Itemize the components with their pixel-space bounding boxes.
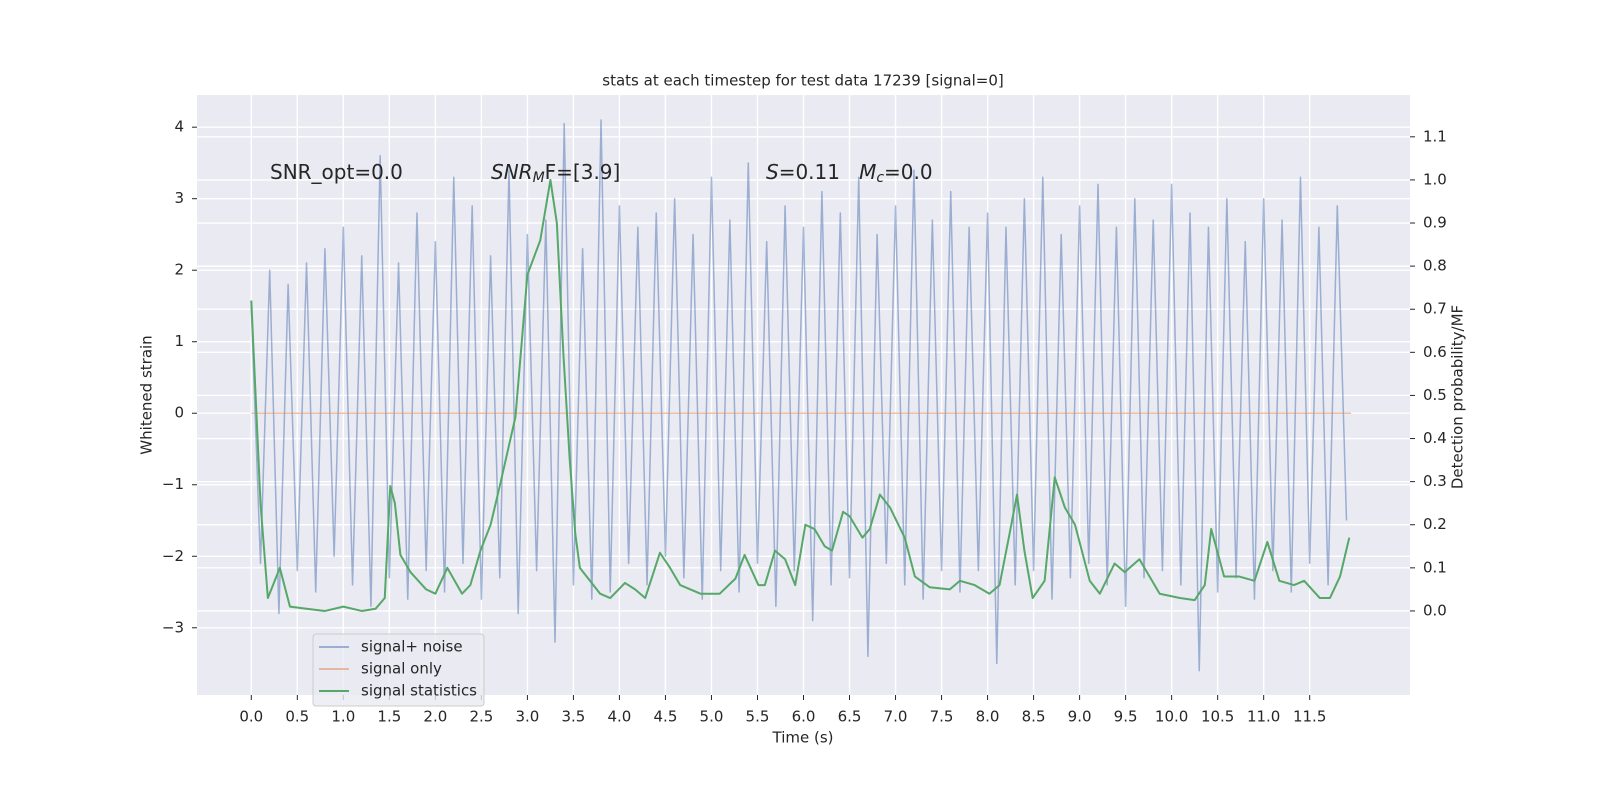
x-tick-label: 5.0 [700,708,724,726]
annotation-part: M [859,160,876,184]
annotation-part: S [766,160,779,184]
x-tick-label: 4.0 [608,708,632,726]
x-tick-label: 1.5 [377,708,401,726]
x-tick-label: 3.5 [561,708,585,726]
annotation: SNR_opt=0.0 [270,160,403,184]
y2-tick-label: 1.1 [1423,127,1447,145]
legend-label: signal+ noise [361,638,463,656]
y2-tick-label: 0.0 [1423,601,1447,619]
legend-label: signal only [361,660,442,678]
x-tick-label: 6.5 [838,708,862,726]
x-tick-label: 5.5 [746,708,770,726]
x-tick-label: 10.0 [1155,708,1188,726]
annotation-part: SNR_opt=0.0 [270,160,403,184]
y-tick-label: 2 [174,261,184,279]
y-tick-label: 0 [174,404,184,422]
x-tick-label: 10.5 [1201,708,1234,726]
chart-title: stats at each timestep for test data 172… [602,72,1003,90]
y-tick-label: 1 [174,332,184,350]
legend: signal+ noise signal only signal statistic… [312,633,485,707]
legend-box [312,633,485,707]
y2-tick-label: 1.0 [1423,170,1447,188]
y-tick-label: 3 [174,189,184,207]
annotation: SNRMF=[3.9] [491,160,620,187]
annotation-part: =0.0 [884,160,933,184]
annotation-part: M [533,170,545,186]
x-tick-label: 4.5 [654,708,678,726]
y2-tick-label: 0.6 [1423,343,1447,361]
y2-tick-label: 0.4 [1423,429,1447,447]
x-tick-label: 8.0 [976,708,1000,726]
y2-tick-label: 0.9 [1423,214,1447,232]
y-tick-label: 4 [174,118,184,136]
y2-tick-label: 0.2 [1423,515,1447,533]
y-axis-label: Whitened strain [138,335,156,454]
x-tick-label: 7.0 [884,708,908,726]
annotation-part: F=[3.9] [545,160,621,184]
y2-axis-label: Detection probability/MF [1449,305,1467,489]
y2-tick-label: 0.3 [1423,472,1447,490]
annotation-part: =0.11 [779,160,859,184]
x-tick-label: 9.0 [1068,708,1092,726]
legend-label: signal statistics [361,682,477,700]
series-line [250,119,1348,672]
annotation-part: SNR [491,160,533,184]
annotation: S=0.11 Mc=0.0 [766,160,933,187]
x-tick-label: 3.0 [515,708,539,726]
x-tick-label: 0.5 [285,708,309,726]
marks [250,119,1352,672]
y-tick-label: −3 [162,618,184,636]
y2-tick-label: 0.8 [1423,257,1447,275]
x-tick-label: 2.5 [469,708,493,726]
y2-tick-label: 0.7 [1423,300,1447,318]
y-tick-label: −1 [162,475,184,493]
x-axis-label: Time (s) [772,729,834,747]
series-line [250,178,1351,612]
x-tick-label: 9.5 [1114,708,1138,726]
y2-tick-label: 0.5 [1423,386,1447,404]
y-tick-label: −2 [162,547,184,565]
x-tick-label: 1.0 [331,708,355,726]
x-tick-label: 11.0 [1247,708,1280,726]
x-tick-label: 6.0 [792,708,816,726]
x-tick-label: 7.5 [930,708,954,726]
x-tick-label: 0.0 [239,708,263,726]
y2-tick-label: 0.1 [1423,558,1447,576]
x-tick-label: 2.0 [423,708,447,726]
x-tick-label: 8.5 [1022,708,1046,726]
annotation-part: c [876,170,884,186]
x-tick-label: 11.5 [1293,708,1326,726]
